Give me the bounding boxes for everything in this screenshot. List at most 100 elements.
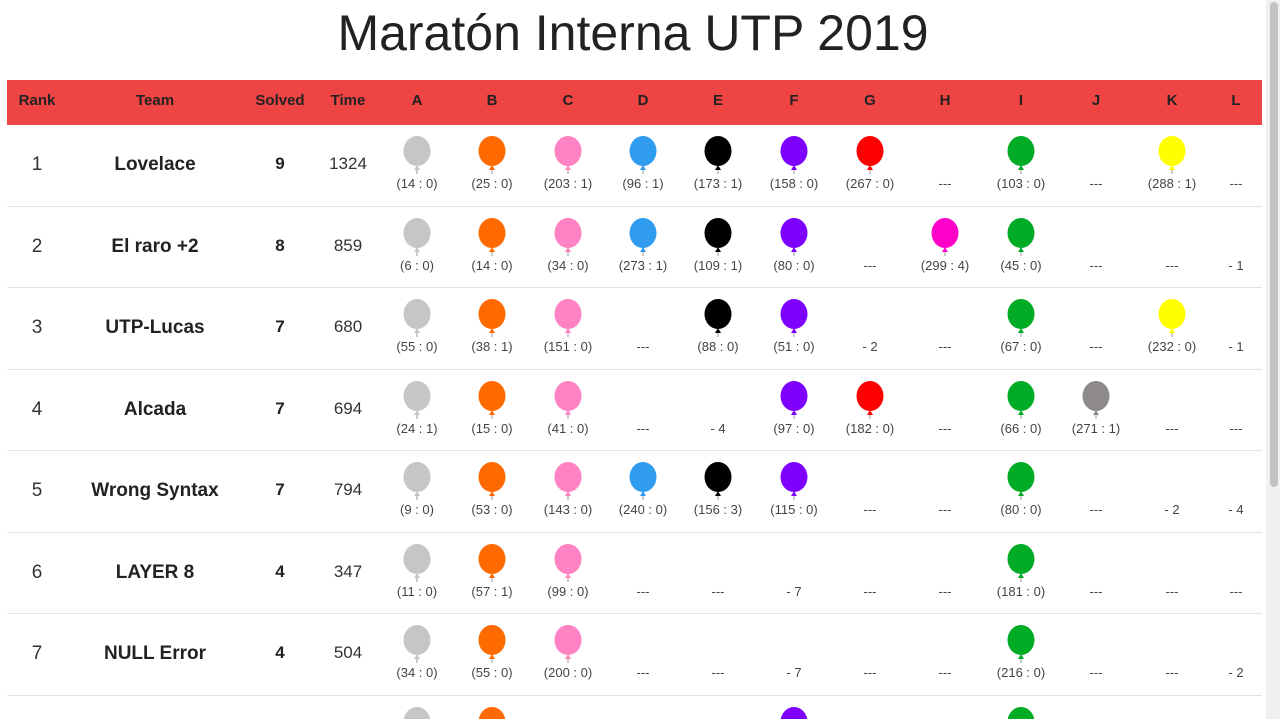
attempt-status: ---	[938, 339, 952, 354]
submission-result: (80 : 0)	[1000, 502, 1042, 517]
submission-result: (9 : 0)	[400, 502, 434, 517]
submission-result: (14 : 0)	[396, 176, 438, 191]
attempt-status: - 2	[1164, 502, 1180, 517]
submission-result: (41 : 0)	[547, 420, 589, 436]
submission-result: (232 : 0)	[1147, 339, 1197, 354]
scrollbar-thumb[interactable]	[1270, 2, 1278, 487]
problem-header: L	[1231, 92, 1241, 109]
submission-result: (6 : 0)	[400, 257, 434, 273]
attempt-status: ---	[1165, 583, 1179, 599]
row-separator	[7, 287, 1262, 288]
cell-rank: 6	[31, 561, 43, 583]
submission-result: (67 : 0)	[1000, 339, 1042, 354]
submission-result: (66 : 0)	[1000, 420, 1042, 436]
cell-solved: 7	[275, 480, 285, 499]
cell-rank: 7	[31, 643, 43, 664]
submission-result: (57 : 1)	[471, 583, 513, 599]
submission-result: (181 : 0)	[996, 583, 1046, 599]
submission-result: (151 : 0)	[543, 339, 593, 354]
attempt-status: ---	[636, 583, 650, 599]
cell-solved: 4	[275, 643, 285, 662]
submission-result: (299 : 4)	[920, 257, 970, 273]
attempt-status: ---	[1165, 420, 1179, 436]
balloon	[780, 299, 808, 337]
attempt-status: ---	[1165, 257, 1179, 273]
balloon	[478, 136, 506, 174]
attempt-status: ---	[938, 176, 952, 191]
submission-result: (24 : 1)	[396, 420, 438, 436]
column-header: Rank	[18, 92, 56, 109]
row-separator	[7, 531, 1262, 533]
attempt-status: ---	[938, 665, 952, 680]
attempt-status: ---	[1165, 665, 1179, 680]
cell-time: 1324	[329, 154, 367, 173]
problem-header: A	[411, 92, 423, 109]
balloon	[1082, 380, 1110, 419]
submission-result: (240 : 0)	[618, 502, 668, 517]
submission-result: (200 : 0)	[543, 665, 593, 680]
balloon	[478, 706, 506, 719]
balloon	[403, 136, 431, 174]
cell-time: 504	[333, 643, 363, 662]
problem-header: K	[1166, 92, 1178, 109]
balloon	[704, 299, 732, 337]
problem-header: J	[1091, 92, 1101, 109]
balloon	[403, 217, 431, 256]
attempt-status: ---	[863, 583, 877, 599]
attempt-status: ---	[636, 420, 650, 436]
balloon	[403, 625, 431, 663]
attempt-status: ---	[863, 665, 877, 680]
cell-rank: 3	[31, 317, 43, 338]
balloon	[704, 136, 732, 174]
cell-solved: 4	[275, 561, 285, 581]
attempt-status: ---	[1229, 583, 1243, 599]
submission-result: (51 : 0)	[773, 339, 815, 354]
submission-result: (288 : 1)	[1147, 176, 1197, 191]
submission-result: (45 : 0)	[1000, 257, 1042, 273]
balloon	[704, 462, 732, 500]
submission-result: (156 : 3)	[693, 502, 743, 517]
row-separator	[7, 205, 1262, 207]
cell-time: 694	[333, 398, 363, 418]
submission-result: (25 : 0)	[471, 176, 513, 191]
submission-result: (99 : 0)	[547, 583, 589, 599]
balloon	[1007, 543, 1035, 582]
attempt-status: ---	[1229, 420, 1243, 436]
balloon	[403, 543, 431, 582]
attempt-status: - 2	[862, 339, 878, 354]
cell-team: NULL Error	[103, 643, 207, 664]
attempt-status: - 7	[786, 583, 802, 599]
attempt-status: - 7	[786, 665, 802, 680]
attempt-status: - 4	[1228, 502, 1244, 517]
row-separator	[7, 613, 1262, 614]
row-separator	[7, 450, 1262, 451]
attempt-status: - 4	[710, 420, 726, 436]
balloon	[629, 462, 657, 500]
balloon	[1007, 217, 1035, 256]
submission-result: (14 : 0)	[471, 257, 513, 273]
balloon	[780, 217, 808, 256]
attempt-status: ---	[938, 583, 952, 599]
balloon	[554, 625, 582, 663]
balloon	[403, 706, 431, 719]
balloon	[629, 136, 657, 174]
balloon	[554, 462, 582, 500]
page-title: Maratón Interna UTP 2019	[337, 5, 929, 61]
cell-rank: 5	[31, 480, 43, 501]
balloon	[554, 543, 582, 582]
balloon	[780, 380, 808, 419]
balloon	[554, 217, 582, 256]
row-separator	[7, 694, 1262, 696]
balloon	[554, 380, 582, 419]
submission-result: (15 : 0)	[471, 420, 513, 436]
balloon	[478, 299, 506, 337]
balloon	[403, 299, 431, 337]
submission-result: (115 : 0)	[770, 502, 818, 517]
balloon	[478, 625, 506, 663]
attempt-status: ---	[938, 420, 952, 436]
balloon	[478, 380, 506, 419]
problem-header: F	[789, 92, 799, 109]
problem-header: I	[1018, 92, 1024, 109]
column-header: Time	[330, 92, 366, 109]
attempt-status: ---	[711, 665, 725, 680]
